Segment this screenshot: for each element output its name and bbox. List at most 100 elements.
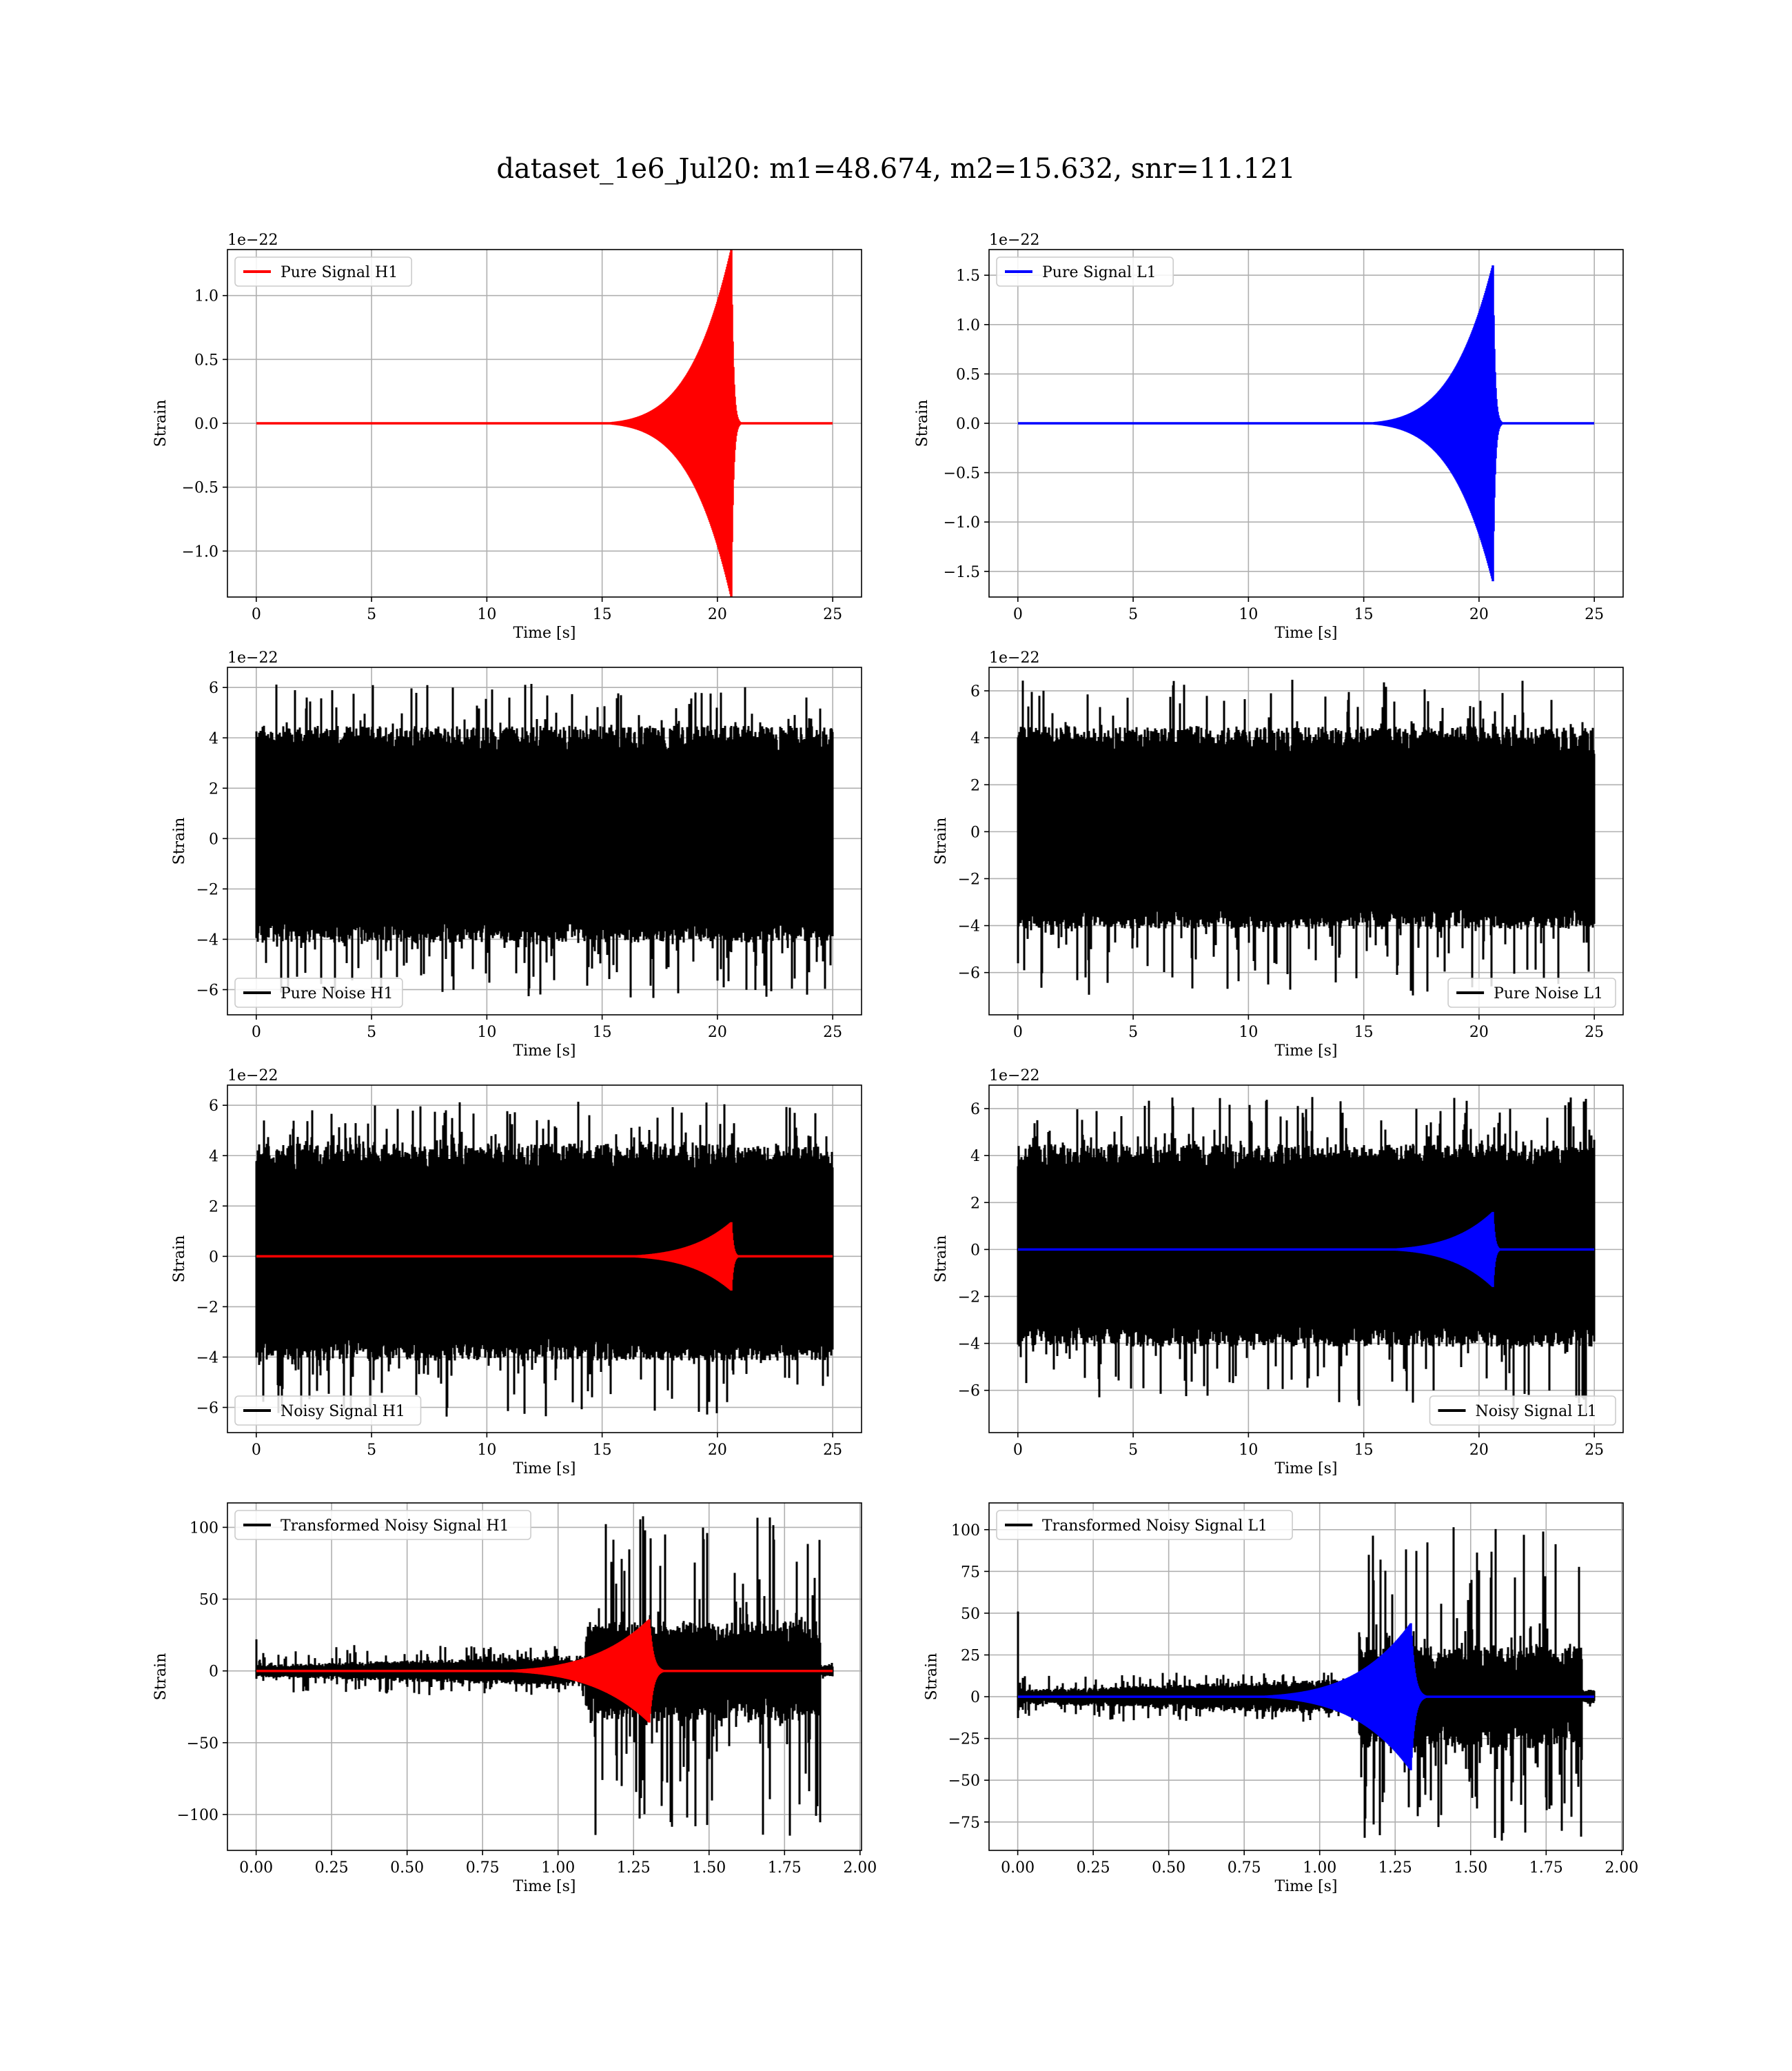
y-tick-label: 1.0 (194, 288, 218, 305)
x-tick-label: 0 (1013, 1024, 1023, 1041)
series-group (1017, 680, 1596, 996)
x-tick-label: 5 (367, 1024, 376, 1041)
y-tick-label: 0 (970, 1242, 980, 1259)
subplot-noisy-signal-h1: 0 5 10 15 20 25 −6 −4 −2 0 2 4 6 Time [s] Strain 1e−22 N… (171, 1067, 862, 1477)
series-line-chirp (256, 250, 833, 597)
x-axis-label: Time [s] (513, 1460, 576, 1477)
x-tick-label: 25 (823, 1024, 842, 1041)
subplot-transformed-noisy-signal-h1: 0.00 0.25 0.50 0.75 1.00 1.25 1.50 1.75 2.00 −100… (152, 1502, 877, 1895)
y-offset-text: 1e−22 (989, 232, 1039, 249)
x-axis-label: Time [s] (513, 1042, 576, 1060)
x-tick-label: 0 (1013, 1442, 1023, 1459)
x-tick-label: 15 (1354, 1024, 1374, 1041)
series-line-chirp (1018, 1623, 1594, 1770)
y-tick-label: 0 (970, 824, 980, 841)
y-offset-text: 1e−22 (227, 1067, 278, 1084)
x-tick-label: 1.25 (617, 1859, 651, 1877)
y-tick-label: −4 (958, 1336, 980, 1353)
series-line-whitened (255, 1516, 834, 1836)
y-tick-label: 6 (970, 683, 980, 700)
series-group (1017, 1097, 1596, 1413)
y-tick-label: −75 (948, 1815, 980, 1832)
y-tick-label: 25 (961, 1648, 980, 1665)
y-axis-label: Strain (924, 1653, 941, 1701)
y-offset-text: 1e−22 (989, 649, 1039, 667)
x-tick-label: 25 (1585, 1024, 1604, 1041)
legend-box (1447, 978, 1616, 1008)
y-tick-label: 1.5 (956, 267, 980, 285)
subplot-pure-noise-l1: 0 5 10 15 20 25 −6 −4 −2 0 2 4 6 Time [s] Strain 1e−22 P… (933, 649, 1624, 1060)
x-axis-label: Time [s] (1274, 625, 1337, 642)
y-tick-label: 100 (951, 1522, 980, 1539)
legend: Pure Signal L1 (996, 256, 1174, 287)
legend: Pure Noise H1 (234, 978, 403, 1008)
x-tick-label: 25 (823, 606, 842, 623)
x-tick-label: 10 (1239, 1024, 1258, 1041)
y-offset-text: 1e−22 (227, 232, 278, 249)
legend-box (234, 1510, 531, 1540)
y-tick-label: 6 (209, 680, 218, 697)
x-tick-label: 20 (1469, 606, 1489, 623)
y-tick-label: −2 (958, 871, 980, 888)
y-tick-label: 0 (209, 1664, 218, 1681)
series-line-noise (1017, 1097, 1596, 1413)
x-tick-label: 25 (1585, 606, 1604, 623)
y-tick-label: 2 (970, 777, 980, 794)
x-tick-label: 0 (252, 1442, 261, 1459)
y-tick-label: −6 (958, 1383, 980, 1400)
legend-label: Noisy Signal L1 (1476, 1403, 1597, 1420)
x-axis-label: Time [s] (513, 625, 576, 642)
x-tick-label: 20 (708, 606, 727, 623)
y-tick-label: 6 (970, 1101, 980, 1118)
x-tick-label: 15 (1354, 1442, 1374, 1459)
y-tick-label: −50 (948, 1772, 980, 1790)
x-tick-label: 0.50 (390, 1859, 424, 1877)
y-tick-label: 0.0 (956, 416, 980, 433)
x-tick-label: 0.00 (1001, 1859, 1035, 1877)
y-tick-label: 4 (209, 1148, 218, 1165)
x-axis-label: Time [s] (513, 1878, 576, 1895)
y-tick-label: 2 (209, 1198, 218, 1215)
series-line-chirp (256, 1222, 833, 1291)
subplot-transformed-noisy-signal-l1: 0.00 0.25 0.50 0.75 1.00 1.25 1.50 1.75 2.00 −75 −… (924, 1502, 1638, 1895)
x-tick-label: 15 (593, 1442, 612, 1459)
y-tick-label: −4 (196, 1349, 218, 1366)
x-tick-label: 10 (477, 606, 496, 623)
y-axis-label: Strain (914, 400, 931, 447)
legend-label: Pure Noise H1 (281, 985, 394, 1002)
subplot-noisy-signal-l1: 0 5 10 15 20 25 −6 −4 −2 0 2 4 6 Time [s] Strain 1e−22 N… (933, 1067, 1624, 1477)
legend-box (234, 978, 403, 1008)
legend: Transformed Noisy Signal L1 (996, 1510, 1293, 1540)
x-axis-label: Time [s] (1274, 1042, 1337, 1060)
x-tick-label: 10 (477, 1442, 496, 1459)
legend-box (234, 1395, 422, 1426)
y-tick-label: −2 (196, 1299, 218, 1316)
y-tick-label: −4 (958, 918, 980, 936)
y-tick-label: −1.0 (182, 543, 218, 560)
y-tick-label: −6 (196, 1400, 218, 1417)
axes-frame (988, 1502, 1624, 1851)
y-offset-text: 1e−22 (989, 1067, 1039, 1084)
x-tick-label: 1.25 (1378, 1859, 1412, 1877)
x-tick-label: 10 (1239, 1442, 1258, 1459)
series-line-chirp (1018, 1211, 1594, 1287)
y-tick-label: 0 (209, 831, 218, 848)
x-tick-label: 5 (1128, 1024, 1138, 1041)
y-tick-label: −6 (196, 982, 218, 999)
legend-label: Noisy Signal H1 (281, 1403, 405, 1420)
legend: Pure Noise L1 (1447, 978, 1616, 1008)
y-tick-label: −100 (177, 1807, 218, 1824)
y-tick-label: 4 (970, 1148, 980, 1165)
legend: Noisy Signal H1 (234, 1395, 422, 1426)
x-tick-label: 1.00 (1303, 1859, 1336, 1877)
y-tick-label: 0 (970, 1689, 980, 1706)
y-tick-label: 0.0 (194, 416, 218, 433)
legend-box (996, 256, 1174, 287)
y-axis-label: Strain (152, 400, 170, 447)
legend-label: Pure Noise L1 (1494, 985, 1603, 1002)
x-tick-label: 1.50 (1454, 1859, 1487, 1877)
y-axis-label: Strain (171, 1235, 188, 1283)
legend-label: Transformed Noisy Signal H1 (281, 1517, 509, 1535)
x-tick-label: 5 (1128, 1442, 1138, 1459)
